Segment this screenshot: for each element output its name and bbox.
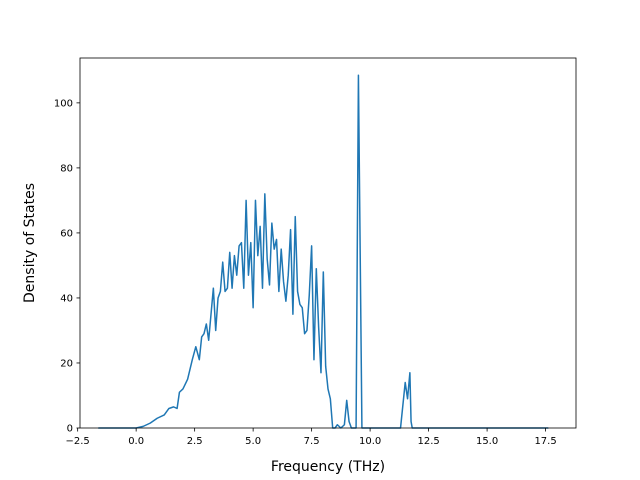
y-tick-label: 100	[54, 98, 73, 109]
x-tick-label: 17.5	[534, 436, 556, 447]
y-tick-label: 60	[60, 228, 73, 239]
x-tick-label: 5.0	[245, 436, 261, 447]
y-axis-ticks: 0 20 40 60 80 100	[54, 98, 80, 435]
y-axis-label: Density of States	[22, 183, 38, 303]
y-tick-label: 0	[67, 424, 73, 435]
x-axis-label: Frequency (THz)	[271, 459, 385, 475]
x-tick-label: 7.5	[304, 436, 320, 447]
x-tick-label: −2.5	[66, 436, 90, 447]
x-tick-label: 0.0	[128, 436, 144, 447]
y-tick-label: 80	[60, 163, 73, 174]
dos-series-line	[97, 74, 549, 429]
x-tick-label: 15.0	[476, 436, 498, 447]
plot-area	[97, 74, 549, 429]
x-axis-ticks: −2.5 0.0 2.5 5.0 7.5 10.0 12.5 15.0 17.5	[66, 428, 557, 447]
x-tick-label: 12.5	[417, 436, 439, 447]
x-tick-label: 10.0	[359, 436, 381, 447]
y-tick-label: 20	[60, 358, 73, 369]
x-tick-label: 2.5	[187, 436, 203, 447]
y-tick-label: 40	[60, 293, 73, 304]
plot-frame	[79, 57, 577, 429]
